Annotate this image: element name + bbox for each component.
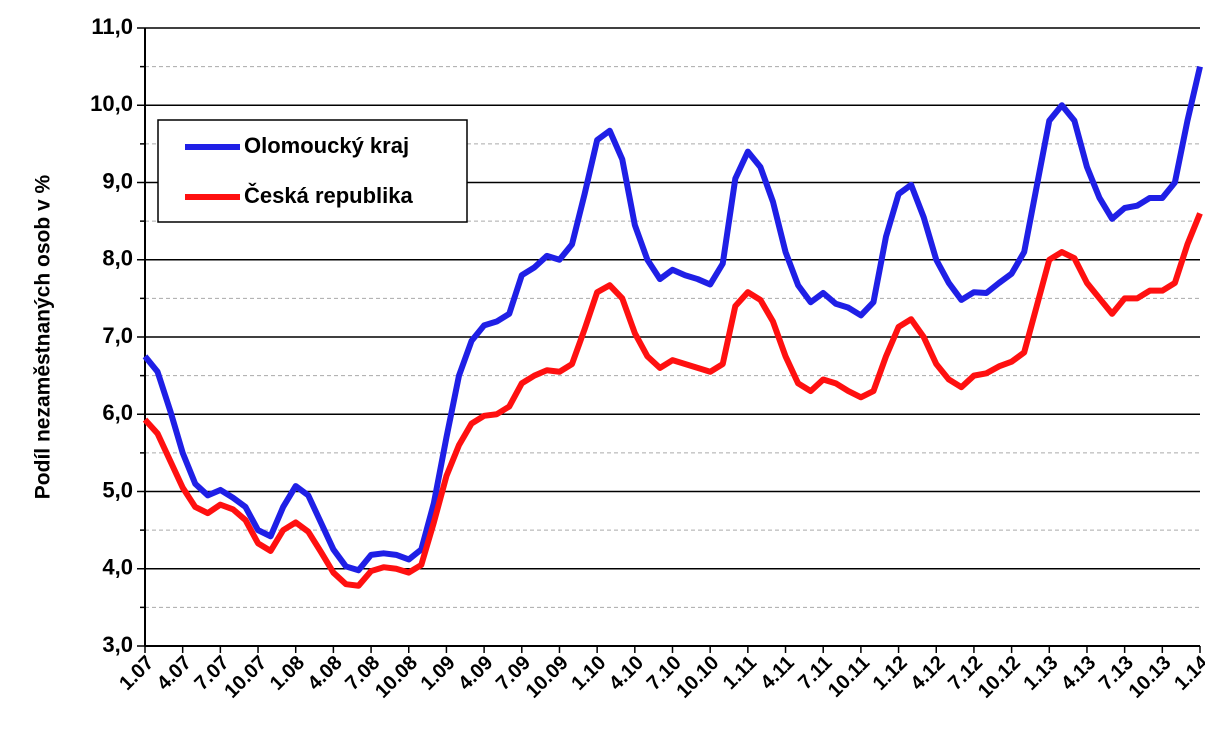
y-tick-label: 8,0	[102, 246, 133, 271]
x-tick-label: 4.09	[454, 652, 497, 695]
legend-label: Olomoucký kraj	[244, 133, 409, 158]
x-tick-label: 4.11	[757, 652, 799, 694]
legend-box	[157, 119, 468, 223]
x-tick-label: 4.13	[1057, 652, 1100, 695]
x-tick-label: 1.08	[266, 652, 309, 695]
x-tick-label: 1.11	[719, 652, 761, 694]
x-tick-label: 1.09	[417, 652, 460, 695]
y-tick-label: 9,0	[102, 168, 133, 193]
x-tick-label: 1.10	[567, 652, 610, 695]
y-tick-label: 6,0	[102, 400, 133, 425]
x-tick-label: 1.14	[1170, 651, 1205, 695]
legend: Olomoucký kraj Česká republika	[157, 119, 468, 223]
x-tick-label: 1.12	[869, 652, 912, 695]
x-tick-label: 10.08	[371, 652, 422, 703]
series-line	[142, 212, 1203, 589]
x-tick-label: 4.12	[906, 652, 949, 695]
x-tick-label: 10.07	[220, 652, 271, 703]
y-tick-label: 11,0	[91, 14, 133, 39]
legend-label: Česká republika	[244, 183, 414, 208]
x-tick-label: 1.07	[115, 652, 158, 695]
x-tick-label: 4.08	[304, 652, 347, 695]
y-tick-label: 4,0	[102, 555, 133, 580]
x-tick-label: 10.11	[824, 652, 874, 702]
series-line	[142, 65, 1203, 574]
y-tick-label: 3,0	[102, 632, 133, 657]
y-axis-label: Podíl nezaměstnaných osob v %	[32, 174, 55, 499]
y-tick-label: 7,0	[102, 323, 133, 348]
x-tick-label: 10.12	[974, 652, 1025, 703]
x-tick-label: 4.07	[153, 652, 196, 695]
x-tick-label: 1.13	[1019, 652, 1062, 695]
x-tick-label: 10.10	[672, 652, 723, 703]
x-tick-label: 4.10	[605, 652, 648, 695]
x-tick-label: 10.13	[1125, 652, 1176, 703]
x-tick-label: 10.09	[522, 652, 573, 703]
y-tick-label: 5,0	[102, 477, 133, 502]
y-tick-label: 10,0	[90, 91, 133, 116]
